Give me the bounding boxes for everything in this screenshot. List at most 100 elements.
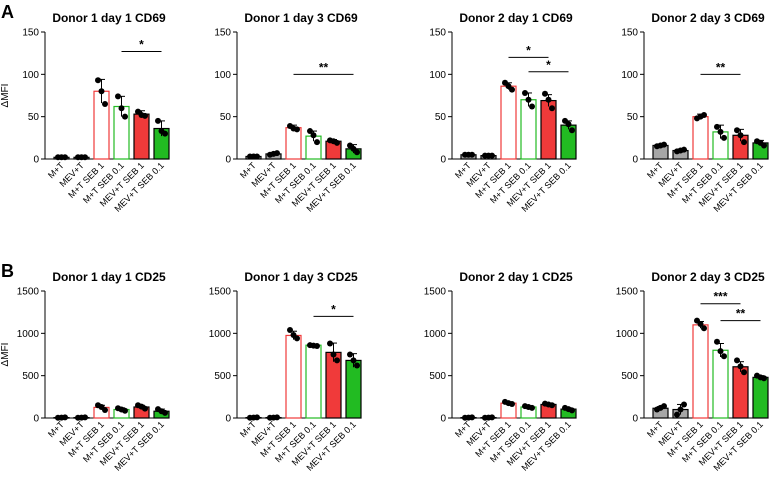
y-tick-label: 50 (627, 112, 639, 123)
data-point (327, 340, 333, 347)
data-point (549, 402, 555, 409)
chart-title: Donor 2 day 1 CD69 (459, 11, 573, 25)
data-point (549, 105, 555, 112)
significance-label: ** (319, 60, 329, 74)
y-tick-label: 50 (435, 112, 447, 123)
chart-7: Donor 2 day 1 CD25050010001500M+TMEV+TM+… (424, 270, 577, 473)
data-point (697, 321, 704, 328)
data-point (525, 96, 532, 103)
data-point (701, 111, 707, 118)
data-point (761, 142, 767, 149)
significance-label: ** (716, 60, 726, 74)
y-tick-label: 0 (225, 414, 231, 425)
data-point (142, 405, 148, 412)
data-point (741, 139, 747, 146)
data-point (294, 126, 300, 133)
y-tick-label: 1500 (209, 287, 232, 298)
data-point (734, 357, 740, 364)
data-point (95, 77, 101, 84)
data-point (737, 132, 744, 139)
bar (305, 344, 322, 419)
data-point (102, 406, 108, 413)
y-tick-label: 0 (632, 155, 638, 166)
data-point (741, 369, 747, 376)
y-tick-label: 500 (214, 371, 231, 382)
data-point (661, 141, 667, 148)
y-tick-label: 0 (225, 155, 231, 166)
data-point (522, 89, 528, 96)
data-point (334, 139, 340, 146)
chart-5: Donor 1 day 1 CD25050010001500ΔMFIM+TMEV… (0, 270, 170, 473)
y-tick-label: 500 (621, 371, 638, 382)
y-tick-label: 1000 (616, 329, 639, 340)
data-point (661, 403, 667, 410)
bar (285, 127, 302, 160)
data-point (307, 128, 313, 135)
bar (712, 349, 729, 419)
chart-8: Donor 2 day 3 CD25050010001500M+TMEV+TM+… (616, 270, 769, 473)
data-point (701, 325, 707, 332)
data-point (569, 407, 575, 414)
charts-group: Donor 1 day 1 CD69050100150ΔMFIM+TMEV+TM… (0, 11, 769, 473)
y-tick-label: 1000 (17, 329, 40, 340)
data-point (714, 123, 720, 130)
y-tick-label: 100 (621, 70, 638, 81)
data-point (721, 134, 727, 141)
data-point (347, 351, 353, 358)
data-point (469, 414, 475, 421)
data-point (98, 88, 105, 95)
data-point (681, 401, 687, 408)
bar (500, 85, 517, 160)
y-tick-label: 150 (22, 28, 39, 39)
data-point (274, 414, 280, 421)
data-point (545, 96, 552, 103)
data-point (529, 103, 535, 110)
data-point (162, 409, 168, 416)
data-point (677, 406, 684, 413)
data-point (122, 113, 128, 120)
data-point (734, 127, 740, 134)
y-tick-label: 1000 (209, 329, 232, 340)
data-point (330, 351, 337, 358)
panel-label-b: B (1, 261, 14, 281)
significance-label: * (546, 58, 551, 72)
y-tick-label: 0 (440, 155, 446, 166)
data-point (310, 132, 317, 139)
significance-label: * (139, 37, 144, 51)
chart-title: Donor 2 day 3 CD69 (651, 11, 765, 25)
chart-6: Donor 1 day 3 CD25050010001500M+TMEV+TM+… (209, 270, 362, 473)
data-point (489, 414, 495, 421)
data-point (529, 404, 535, 411)
y-tick-label: 50 (28, 112, 40, 123)
data-point (122, 407, 128, 414)
y-tick-label: 500 (22, 371, 39, 382)
y-tick-label: 150 (214, 28, 231, 39)
y-tick-label: 1500 (17, 287, 40, 298)
data-point (354, 149, 360, 156)
data-point (509, 401, 515, 408)
significance-label: ** (736, 307, 746, 321)
chart-title: Donor 1 day 1 CD25 (52, 270, 166, 284)
data-point (314, 343, 320, 350)
data-point (350, 357, 357, 364)
data-point (254, 153, 260, 160)
data-point (509, 86, 515, 93)
data-point (542, 90, 548, 97)
y-tick-label: 0 (632, 414, 638, 425)
data-point (737, 363, 744, 370)
data-point (162, 130, 168, 137)
data-point (102, 100, 108, 107)
data-point (62, 154, 68, 161)
chart-title: Donor 1 day 3 CD69 (244, 11, 358, 25)
data-point (469, 151, 475, 158)
bar (345, 359, 362, 419)
data-point (294, 335, 300, 342)
data-point (274, 150, 280, 157)
significance-label: * (331, 302, 336, 316)
bar (285, 334, 302, 419)
data-point (565, 121, 572, 128)
data-point (569, 127, 575, 134)
